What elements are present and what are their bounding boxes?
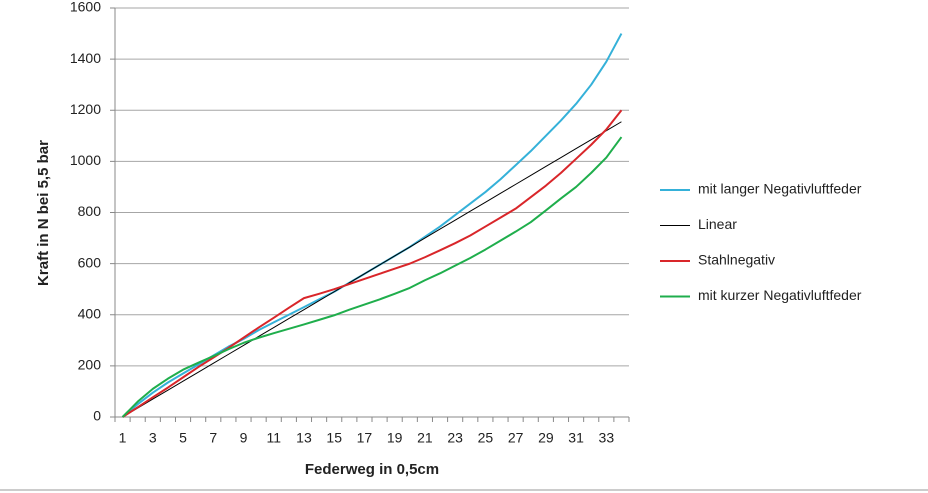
series-line [121, 33, 623, 418]
legend-label: mit langer Negativluftfeder [698, 181, 862, 197]
legend-label: Linear [698, 216, 737, 232]
x-tick-label: 25 [478, 430, 494, 446]
x-tick-label: 17 [357, 430, 373, 446]
y-tick-label: 600 [78, 254, 102, 270]
series-line [121, 136, 623, 418]
series-line [122, 121, 622, 418]
x-tick-label: 5 [179, 430, 187, 446]
y-tick-label: 800 [78, 203, 102, 219]
series-line [122, 109, 623, 418]
y-tick-label: 1400 [70, 50, 101, 66]
y-axis-title: Kraft in N bei 5,5 bar [35, 140, 52, 286]
y-tick-label: 400 [78, 305, 102, 321]
y-tick-label: 1200 [70, 101, 101, 117]
x-tick-label: 7 [209, 430, 217, 446]
x-tick-label: 11 [266, 430, 281, 446]
x-tick-label: 1 [119, 430, 127, 446]
y-tick-label: 1000 [70, 152, 101, 168]
x-tick-label: 29 [538, 430, 554, 446]
y-tick-label: 0 [93, 408, 101, 424]
y-tick-label: 200 [78, 357, 102, 373]
x-tick-label: 13 [296, 430, 312, 446]
x-tick-label: 15 [326, 430, 342, 446]
y-tick-label: 1600 [70, 0, 101, 15]
x-tick-label: 21 [417, 430, 433, 446]
x-tick-label: 3 [149, 430, 157, 446]
legend-label: Stahlnegativ [698, 252, 775, 268]
x-tick-label: 33 [599, 430, 615, 446]
x-tick-label: 23 [447, 430, 463, 446]
x-tick-label: 19 [387, 430, 403, 446]
x-axis-title: Federweg in 0,5cm [305, 461, 439, 478]
x-tick-label: 9 [240, 430, 248, 446]
x-tick-label: 27 [508, 430, 524, 446]
x-tick-label: 31 [568, 430, 584, 446]
legend-label: mit kurzer Negativluftfeder [698, 287, 862, 303]
